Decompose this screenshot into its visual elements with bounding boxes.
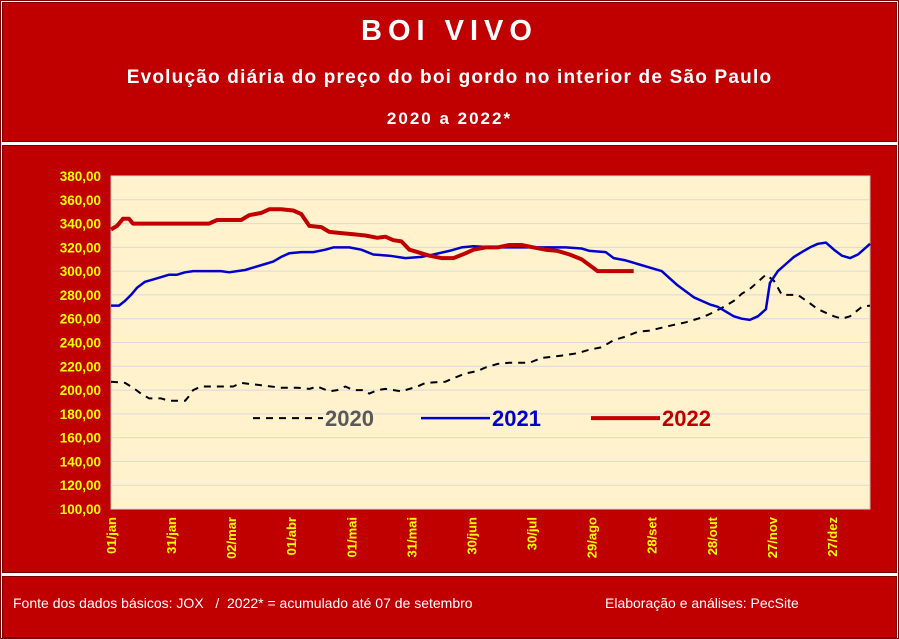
x-tick-label: 01/abr (284, 517, 299, 555)
y-tick-label: 280,00 (60, 288, 101, 303)
credit-note: Elaboração e análises: PecSite (605, 595, 799, 611)
y-tick-label: 320,00 (60, 240, 101, 255)
y-tick-label: 340,00 (60, 217, 101, 232)
x-tick-label: 28/set (645, 516, 660, 554)
y-tick-label: 220,00 (60, 359, 101, 374)
x-tick-label: 29/ago (585, 517, 600, 558)
y-tick-label: 180,00 (60, 407, 101, 422)
x-tick-label: 30/jun (464, 517, 479, 555)
legend-label-2020: 2020 (325, 406, 374, 431)
legend-label-2021: 2021 (492, 406, 541, 431)
y-tick-label: 160,00 (60, 431, 101, 446)
y-tick-label: 260,00 (60, 312, 101, 327)
y-tick-label: 240,00 (60, 336, 101, 351)
y-tick-label: 360,00 (60, 193, 101, 208)
x-tick-label: 31/jan (164, 517, 179, 554)
legend-label-2022: 2022 (662, 406, 711, 431)
chart-panel: 100,00 120,00 140,00 160,00 180,00 200,00 220,… (2, 145, 897, 573)
x-tick-label: 27/nov (765, 516, 780, 558)
page-title: BOI VIVO (361, 15, 538, 47)
x-tick-label: 30/jul (525, 517, 540, 550)
page-subtitle: Evolução diária do preço do boi gordo no… (126, 67, 773, 88)
series-line-2020 (110, 273, 871, 402)
series-line-2022 (109, 207, 634, 274)
y-tick-label: 380,00 (60, 169, 101, 184)
y-tick-label: 300,00 (60, 264, 101, 279)
footer-panel: Fonte dos dados básicos: JOX / 2022* = a… (2, 576, 897, 638)
x-tick-label: 31/mai (404, 517, 419, 557)
x-tick-label: 27/dez (825, 517, 840, 557)
x-tick-label: 01/mai (344, 517, 359, 557)
y-tick-label: 120,00 (60, 478, 101, 493)
header-panel: BOI VIVO Evolução diária do preço do boi… (2, 2, 897, 142)
source-note: Fonte dos dados básicos: JOX / 2022* = a… (13, 595, 473, 611)
y-tick-label: 140,00 (60, 454, 101, 469)
period-label: 2020 a 2022* (386, 109, 513, 128)
y-tick-label: 100,00 (60, 502, 101, 517)
x-tick-label: 01/jan (104, 517, 119, 554)
y-tick-label: 200,00 (60, 383, 101, 398)
x-tick-label: 02/mar (224, 517, 239, 559)
line-chart: 100,00 120,00 140,00 160,00 180,00 200,00 220,… (60, 169, 871, 559)
x-tick-label: 28/out (705, 516, 720, 555)
